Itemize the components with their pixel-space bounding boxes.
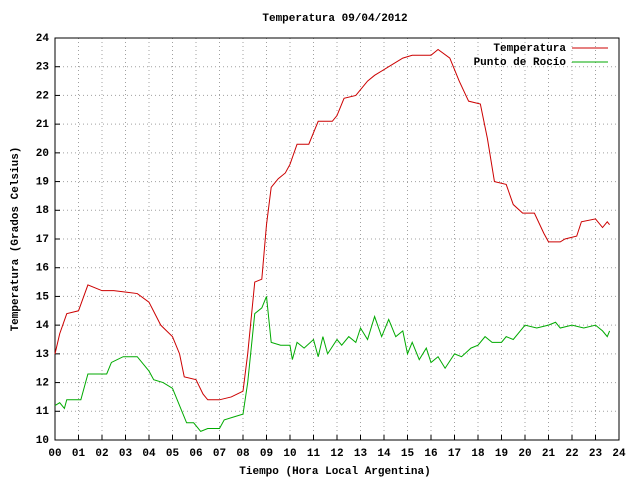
x-tick-label: 02: [95, 448, 108, 460]
x-tick-label: 04: [142, 448, 156, 460]
legend-label: Punto de Rocío: [474, 57, 567, 69]
legend-label: Temperatura: [493, 43, 566, 55]
y-axis-label: Temperatura (Grados Celsius): [10, 147, 22, 332]
chart-title: Temperatura 09/04/2012: [262, 13, 407, 25]
y-tick-label: 10: [36, 435, 49, 447]
x-tick-label: 10: [283, 448, 296, 460]
x-tick-label: 17: [448, 448, 461, 460]
y-tick-label: 14: [36, 320, 50, 332]
x-tick-label: 07: [213, 448, 226, 460]
x-tick-label: 11: [307, 448, 321, 460]
x-tick-label: 08: [236, 448, 250, 460]
x-tick-label: 15: [401, 448, 415, 460]
x-tick-label: 13: [354, 448, 368, 460]
y-tick-label: 24: [36, 33, 50, 45]
y-tick-label: 15: [36, 291, 50, 303]
x-tick-label: 21: [542, 448, 556, 460]
x-tick-label: 06: [189, 448, 202, 460]
y-tick-label: 22: [36, 90, 49, 102]
x-tick-label: 23: [589, 448, 603, 460]
y-tick-label: 21: [36, 119, 50, 131]
x-tick-label: 18: [471, 448, 485, 460]
line-series: [54, 48, 610, 401]
x-tick-label: 14: [377, 448, 391, 460]
x-tick-label: 09: [260, 448, 273, 460]
x-tick-label: 24: [612, 448, 626, 460]
x-tick-label: 20: [518, 448, 531, 460]
x-axis-label: Tiempo (Hora Local Argentina): [239, 466, 430, 478]
x-tick-label: 01: [72, 448, 86, 460]
y-tick-label: 16: [36, 263, 49, 275]
x-tick-label: 12: [330, 448, 343, 460]
y-tick-label: 13: [36, 349, 50, 361]
y-tick-label: 19: [36, 176, 49, 188]
x-tick-label: 16: [424, 448, 437, 460]
y-tick-label: 18: [36, 205, 50, 217]
x-tick-label: 19: [495, 448, 508, 460]
x-tick-label: 05: [166, 448, 180, 460]
x-tick-label: 03: [119, 448, 133, 460]
y-tick-label: 20: [36, 148, 49, 160]
line-series: [54, 296, 611, 432]
y-tick-label: 11: [36, 406, 50, 418]
y-tick-label: 17: [36, 234, 49, 246]
x-tick-label: 22: [565, 448, 578, 460]
y-tick-label: 12: [36, 377, 49, 389]
x-tick-label: 00: [48, 448, 61, 460]
plot-border: [54, 37, 620, 441]
y-tick-label: 23: [36, 62, 50, 74]
